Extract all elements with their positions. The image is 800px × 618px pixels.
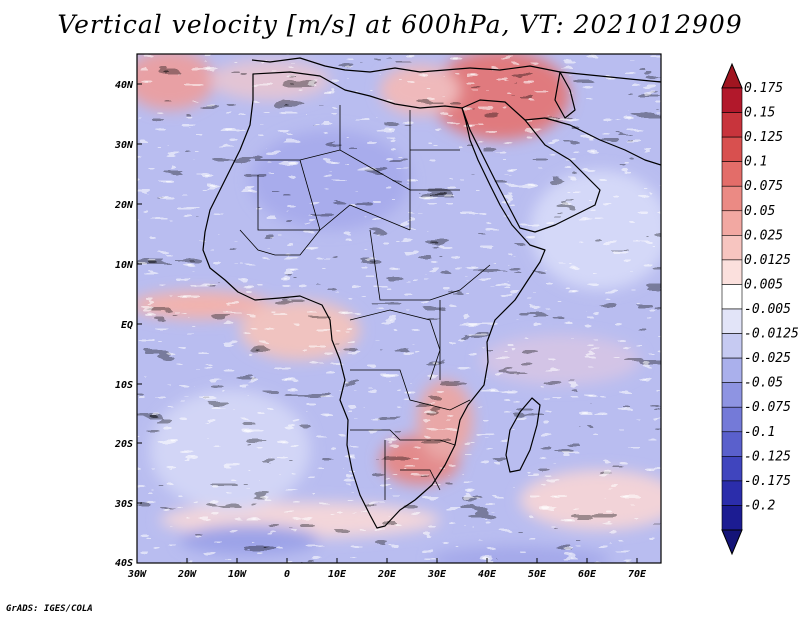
colorbar-cell xyxy=(721,431,743,457)
lon-label: 10W xyxy=(228,569,247,580)
lon-label: 50E xyxy=(528,569,547,580)
colorbar-label: 0.15 xyxy=(744,106,775,121)
colorbar-cell xyxy=(721,87,743,113)
colorbar-bottom-arrow xyxy=(721,529,743,556)
lat-label: 30N xyxy=(114,140,134,151)
colorbar-label: -0.1 xyxy=(744,425,775,440)
colorbar-cell xyxy=(721,161,743,187)
colorbar-cell xyxy=(721,333,743,359)
colorbar-label: -0.075 xyxy=(744,400,791,415)
colorbar-cell xyxy=(721,185,743,212)
colorbar-label: -0.05 xyxy=(744,376,783,391)
map-frame xyxy=(136,53,662,564)
lon-label: 30E xyxy=(427,569,447,580)
colorbar-cell xyxy=(721,308,743,334)
lat-label: 10N xyxy=(115,260,134,271)
lat-label: 10S xyxy=(115,380,133,391)
colorbar-label: -0.175 xyxy=(744,474,791,489)
colorbar-cell xyxy=(721,235,743,261)
lon-label: 0 xyxy=(284,569,290,580)
coastlines xyxy=(202,57,661,529)
colorbar-top-arrow xyxy=(721,62,743,89)
chart-title: Vertical velocity [m/s] at 600hPa, VT: 2… xyxy=(57,10,743,39)
colorbar-label: -0.025 xyxy=(744,351,791,366)
lat-label: 20S xyxy=(114,439,133,450)
footer-credit: GrADS: IGES/COLA xyxy=(6,604,93,614)
lon-label: 10E xyxy=(328,569,347,580)
longitude-axis: 30W 20W 10W 0 10E 20E 30E 40E 50E 60E 70… xyxy=(127,569,647,580)
colorbar-label: -0.2 xyxy=(744,498,775,513)
colorbar-label: 0.005 xyxy=(744,277,783,292)
colorbar-cell xyxy=(721,406,743,433)
lat-label: EQ xyxy=(121,320,133,331)
colorbar-cell xyxy=(721,480,743,506)
colorbar-label: 0.0125 xyxy=(744,253,791,268)
colorbar-cell xyxy=(721,284,743,310)
colorbar-label: 0.125 xyxy=(744,130,783,145)
lon-label: 30W xyxy=(127,569,147,580)
colorbar-label: 0.075 xyxy=(744,179,783,194)
velocity-field xyxy=(137,54,661,563)
colorbar-cell xyxy=(721,456,743,482)
latitude-axis: 40N 30N 20N 10N EQ 10S 20S 30S 40S xyxy=(114,80,134,569)
country-borders xyxy=(239,105,491,500)
graticule-ticks xyxy=(137,83,638,563)
lon-label: 20W xyxy=(177,569,197,580)
colorbar-label: -0.125 xyxy=(744,449,791,464)
colorbar-label: -0.005 xyxy=(744,302,791,317)
lat-label: 40S xyxy=(115,558,133,569)
lat-label: 40N xyxy=(115,80,134,91)
colorbar-label: 0.1 xyxy=(744,155,767,170)
colorbar-cell xyxy=(721,136,743,162)
lon-label: 70E xyxy=(628,569,647,580)
colorbar-cell xyxy=(721,112,743,138)
colorbar-label: 0.025 xyxy=(744,228,783,243)
lon-label: 60E xyxy=(578,569,597,580)
colorbar-label: 0.05 xyxy=(744,204,775,219)
colorbar: 0.175 0.15 0.125 0.1 0.075 0.05 0.025 0.0125 0.0… xyxy=(721,62,799,556)
colorbar-label: -0.0125 xyxy=(744,327,799,342)
lon-label: 40E xyxy=(478,569,497,580)
lat-label: 20N xyxy=(114,200,134,211)
colorbar-cell xyxy=(721,259,743,285)
colorbar-cell xyxy=(721,210,743,236)
colorbar-cell xyxy=(721,357,743,383)
lon-label: 20E xyxy=(377,569,397,580)
colorbar-cell xyxy=(721,505,743,531)
colorbar-label: 0.175 xyxy=(744,81,783,96)
lat-label: 30S xyxy=(114,499,133,510)
colorbar-cell xyxy=(721,382,743,408)
